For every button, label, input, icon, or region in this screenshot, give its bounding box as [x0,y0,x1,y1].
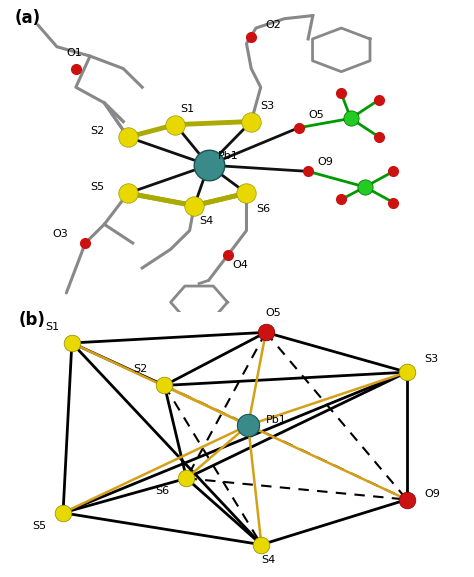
Text: O5: O5 [266,309,282,319]
Text: S4: S4 [199,216,213,226]
Text: S1: S1 [180,104,194,114]
Text: S5: S5 [90,182,104,192]
Text: O5: O5 [308,110,324,121]
Text: S6: S6 [256,204,270,214]
Text: O9: O9 [425,489,440,499]
Text: S4: S4 [262,555,276,565]
Text: S3: S3 [261,101,275,111]
Text: S6: S6 [155,486,170,496]
Text: S1: S1 [46,322,60,332]
Text: O3: O3 [52,229,68,239]
Text: (b): (b) [19,311,46,329]
Text: Pb1: Pb1 [218,151,239,161]
Text: S2: S2 [134,364,148,374]
Text: (a): (a) [14,9,40,27]
Text: Pb1: Pb1 [266,415,287,425]
Text: O4: O4 [232,260,248,270]
Text: S5: S5 [32,521,46,531]
Text: O2: O2 [265,20,281,30]
Text: S2: S2 [90,126,104,136]
Text: S3: S3 [425,354,438,364]
Text: O9: O9 [318,157,333,167]
Text: O1: O1 [66,48,82,58]
